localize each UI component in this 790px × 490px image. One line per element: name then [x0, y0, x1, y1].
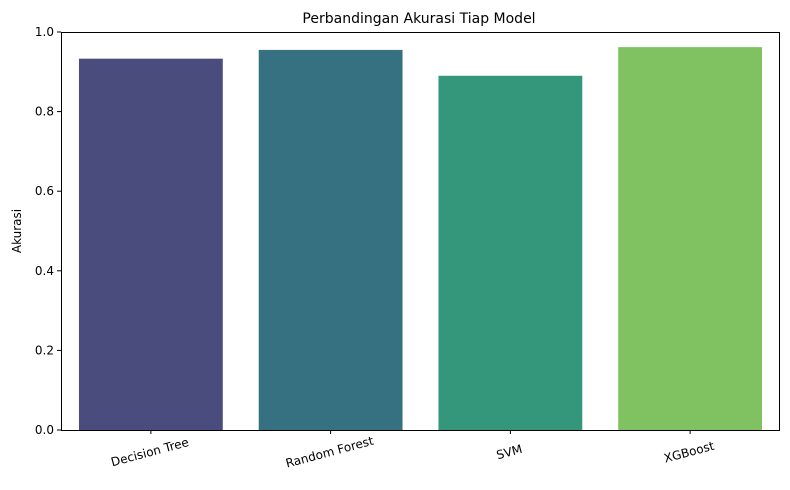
- bar-decision-tree: [78, 58, 223, 430]
- y-tick-label: 0.4: [35, 264, 54, 278]
- y-tick-label: 1.0: [35, 25, 54, 39]
- y-tick-label: 0.8: [35, 105, 54, 119]
- bar-random-forest: [258, 49, 403, 430]
- y-axis: 0.0 0.2 0.4 0.6 0.8 1.0: [35, 25, 61, 437]
- bar-xgboost: [618, 47, 763, 431]
- x-tick-label: SVM: [495, 442, 524, 462]
- y-axis-label: Akurasi: [10, 209, 24, 253]
- x-axis: Decision Tree Random Forest SVM XGBoost: [109, 430, 716, 471]
- x-tick-label: Random Forest: [284, 434, 375, 471]
- y-tick-label: 0.6: [35, 184, 54, 198]
- chart-title: Perbandingan Akurasi Tiap Model: [302, 11, 535, 27]
- bar-svm: [438, 75, 583, 430]
- y-tick-label: 0.0: [35, 423, 54, 437]
- bars-group: [78, 47, 763, 431]
- y-tick-label: 0.2: [35, 343, 54, 357]
- x-tick-label: XGBoost: [662, 439, 716, 466]
- plot-frame: [61, 32, 780, 431]
- x-tick-label: Decision Tree: [109, 435, 190, 469]
